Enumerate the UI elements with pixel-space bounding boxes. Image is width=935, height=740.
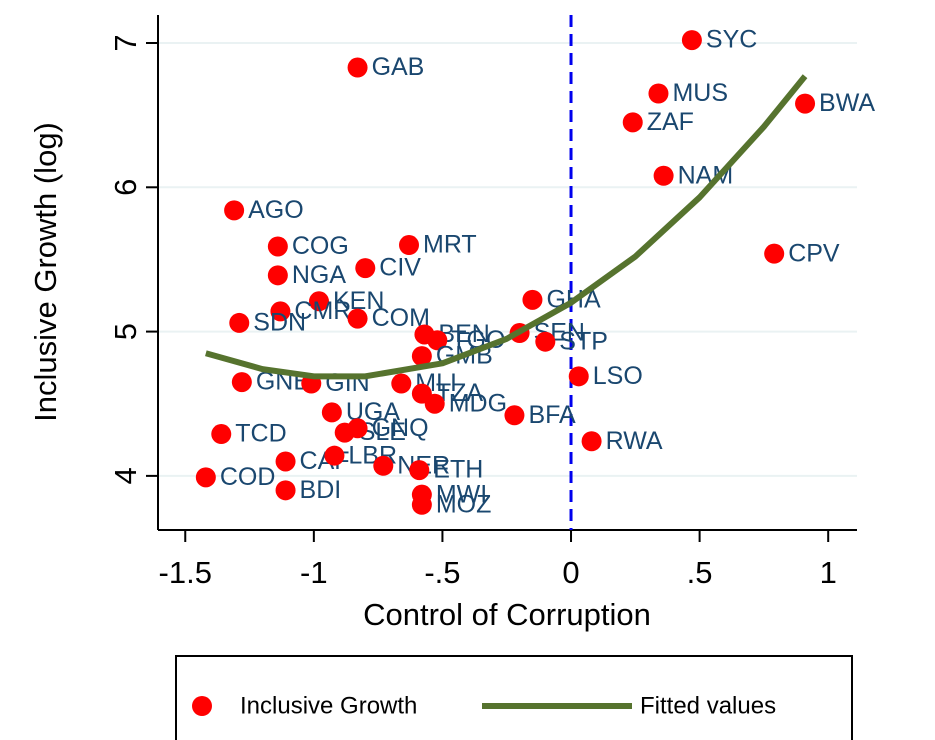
fit-line [205,74,808,380]
point-label: CMR [294,297,351,325]
point [411,346,432,367]
point [764,243,785,264]
point-label: MDG [449,389,507,417]
point [373,455,394,476]
point [267,265,288,286]
point-label: AGO [248,196,304,224]
point-label: COD [220,463,276,491]
point [409,460,430,481]
legend-swatch [192,696,212,716]
point [795,93,816,114]
x-tick-label: -1.5 [159,555,212,590]
point [229,312,250,333]
point [391,373,412,394]
point [424,393,445,414]
point-label: GNQ [372,414,429,442]
y-tick-label: 7 [108,34,143,51]
point [347,308,368,329]
x-tick-label: 1 [820,555,837,590]
point-label: SYC [706,26,757,54]
point [355,258,376,279]
point-label: STP [559,327,608,355]
point [324,445,345,466]
point [275,451,296,472]
point [648,83,669,104]
point [195,467,216,488]
point-label: NGA [292,261,347,289]
point [522,289,543,310]
point-label: NAM [678,161,734,189]
point [270,301,291,322]
point [211,424,232,445]
point-label: SDN [253,309,306,337]
y-tick-label: 5 [108,323,143,340]
point-label: BDI [300,476,342,504]
point [308,291,329,312]
point [427,330,448,351]
point [399,235,420,256]
y-axis-title: Inclusive Growth (log) [28,122,63,422]
legend-box [175,655,853,740]
point-label: MWI [436,480,487,508]
point [622,112,643,133]
x-tick-label: .5 [687,555,713,590]
point-label: TCD [235,420,286,448]
y-tick-label: 4 [108,467,143,484]
x-tick-label: 0 [562,555,579,590]
point [681,30,702,51]
point [347,418,368,439]
legend-label: Fitted values [640,692,776,719]
point-label: ZAF [647,108,694,136]
point-label: ETH [433,456,483,484]
legend-label: Inclusive Growth [240,692,417,719]
point-label: BEN [438,320,489,348]
point [347,57,368,78]
point-label: MOZ [436,490,492,518]
point [653,165,674,186]
point-label: GAB [372,53,425,81]
point [568,366,589,387]
x-tick-label: -.5 [424,555,460,590]
point [275,480,296,501]
point-label: MRT [423,231,477,259]
point [411,494,432,515]
point [535,331,556,352]
point-label: MUS [672,79,728,107]
point [231,372,252,393]
x-axis-title: Control of Corruption [363,597,651,632]
point-label: CPV [788,239,840,267]
x-tick-label: -1 [300,555,328,590]
point [321,402,342,423]
point [267,236,288,257]
point-label: CIV [379,254,421,282]
point-label: LSO [593,362,643,390]
point [581,431,602,452]
y-tick-label: 6 [108,179,143,196]
point-label: RWA [606,427,663,455]
point-label: BFA [528,401,576,429]
point-label: BWA [819,89,875,117]
point [224,200,245,221]
point-label: COG [292,232,349,260]
point [504,405,525,426]
